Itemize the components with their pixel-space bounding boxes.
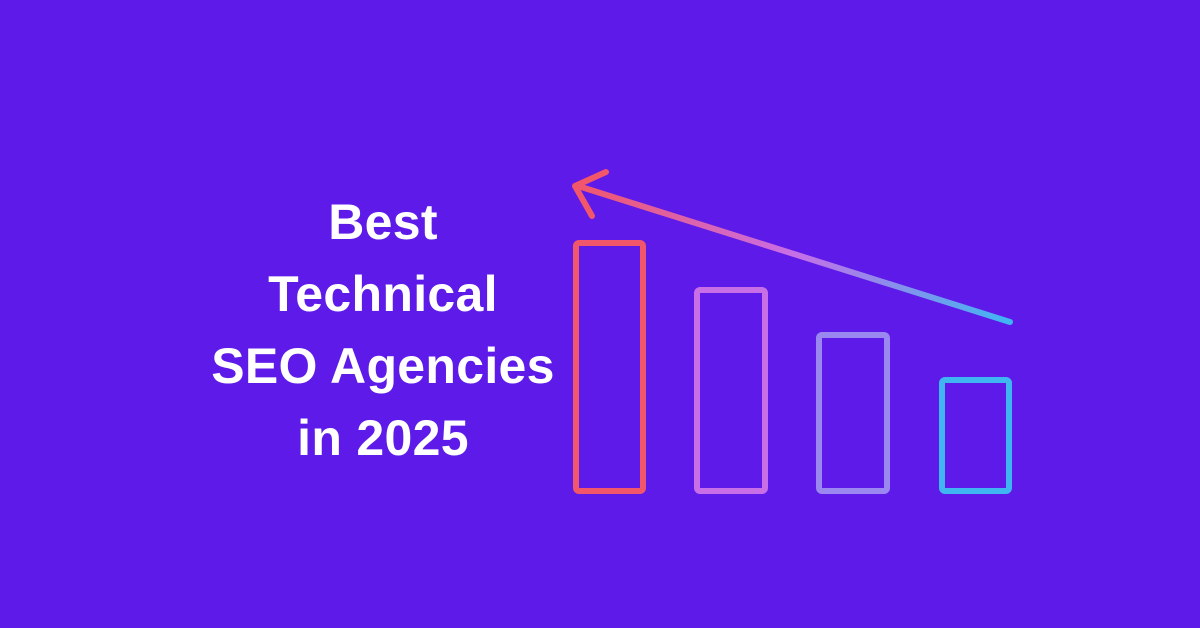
chart-bar-1 [573,240,646,494]
headline-line-2: Technical [268,266,498,322]
trend-arrow-line [575,183,1013,325]
headline-line-4: in 2025 [297,410,469,466]
trend-arrowhead-icon [572,169,609,219]
headline: Best Technical SEO Agencies in 2025 [180,186,586,474]
chart-bar-3 [816,332,890,494]
headline-line-1: Best [328,194,438,250]
chart-bar-4 [939,377,1012,494]
headline-line-3: SEO Agencies [211,338,555,394]
chart-bar-2 [694,287,768,494]
